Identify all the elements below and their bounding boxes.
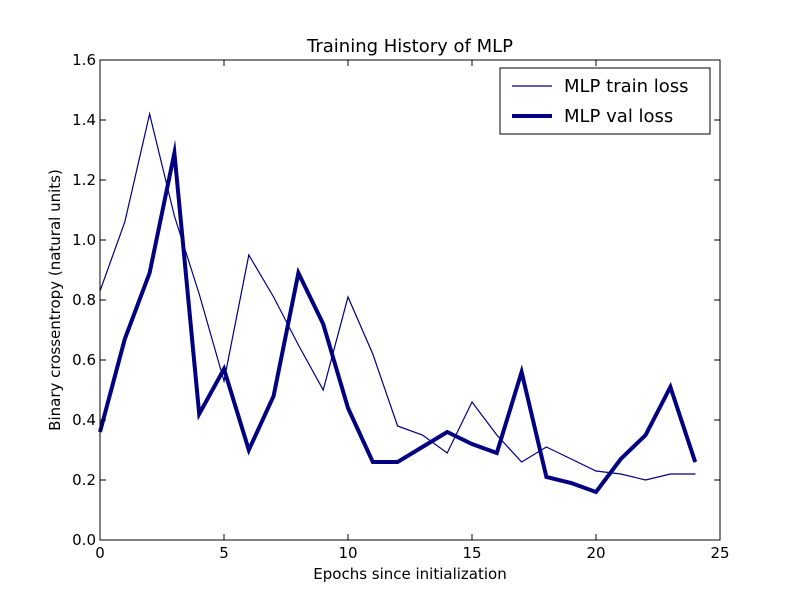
- series-1-point: [570, 482, 572, 484]
- y-axis-label: Binary crossentropy (natural units): [46, 169, 64, 431]
- chart-title: Training History of MLP: [306, 36, 513, 57]
- series-0-point: [248, 254, 250, 256]
- x-tick-label: 20: [586, 544, 605, 562]
- series-1-point: [248, 449, 250, 451]
- series-0-point: [421, 434, 423, 436]
- series-0-point: [496, 434, 498, 436]
- series-1-point: [223, 368, 225, 370]
- x-tick-label: 10: [338, 544, 357, 562]
- series-0-point: [173, 215, 175, 217]
- series-1-point: [372, 461, 374, 463]
- y-tick-label: 0.0: [72, 531, 96, 549]
- series-0-point: [620, 473, 622, 475]
- series-0-point: [570, 458, 572, 460]
- series-1-point: [496, 452, 498, 454]
- series-0-point: [297, 344, 299, 346]
- series-0-point: [124, 221, 126, 223]
- series-1-point: [521, 371, 523, 373]
- series-1-point: [421, 446, 423, 448]
- legend-label-1: MLP val loss: [564, 106, 673, 127]
- x-tick-label: 25: [710, 544, 729, 562]
- y-tick-label: 0.6: [72, 351, 96, 369]
- ticks-layer: 0 5 10 15 20 25 0.0 0.2 0.4 0.6 0.8 1.0 1.2 1.4 1.6: [72, 51, 729, 562]
- series-1-point: [694, 461, 696, 463]
- series-0-point: [694, 473, 696, 475]
- series-0-point: [471, 401, 473, 403]
- series-0-point: [198, 293, 200, 295]
- legend-label-0: MLP train loss: [564, 76, 689, 97]
- x-tick-label: 0: [95, 544, 105, 562]
- series-0-point: [347, 296, 349, 298]
- y-tick-label: 1.2: [72, 171, 96, 189]
- series-1-point: [545, 476, 547, 478]
- series-1-point: [173, 152, 175, 154]
- series-1-point: [198, 413, 200, 415]
- series-0-point: [521, 461, 523, 463]
- legend: MLP train loss MLP val loss: [499, 67, 711, 135]
- series-0-point: [545, 446, 547, 448]
- series-0-point: [223, 380, 225, 382]
- x-tick-label: 5: [219, 544, 229, 562]
- series-0-point: [322, 389, 324, 391]
- series-1-point: [124, 338, 126, 340]
- series-layer: [98, 111, 698, 495]
- series-0-point: [273, 296, 275, 298]
- y-tick-label: 1.6: [72, 51, 96, 69]
- series-1-point: [595, 491, 597, 493]
- series-1-point: [471, 443, 473, 445]
- series-0-point: [669, 473, 671, 475]
- series-1-point: [273, 395, 275, 397]
- series-1-point: [620, 458, 622, 460]
- x-tick-label: 15: [462, 544, 481, 562]
- legend-box: [499, 67, 711, 135]
- series-1-point: [149, 272, 151, 274]
- series-0-point: [397, 425, 399, 427]
- series-0-point: [446, 452, 448, 454]
- series-0-point: [372, 353, 374, 355]
- series-1-point: [645, 434, 647, 436]
- series-1-point: [297, 272, 299, 274]
- series-1-point: [347, 407, 349, 409]
- series-1-point: [669, 386, 671, 388]
- y-tick-label: 0.4: [72, 411, 96, 429]
- series-0-point: [595, 470, 597, 472]
- series-1-point: [446, 431, 448, 433]
- series-1-point: [322, 323, 324, 325]
- series-1-point: [397, 461, 399, 463]
- series-0-point: [149, 113, 151, 115]
- y-tick-label: 0.2: [72, 471, 96, 489]
- y-tick-label: 1.0: [72, 231, 96, 249]
- y-tick-label: 1.4: [72, 111, 96, 129]
- y-tick-label: 0.8: [72, 291, 96, 309]
- series-0-point: [645, 479, 647, 481]
- x-axis-label: Epochs since initialization: [313, 565, 506, 583]
